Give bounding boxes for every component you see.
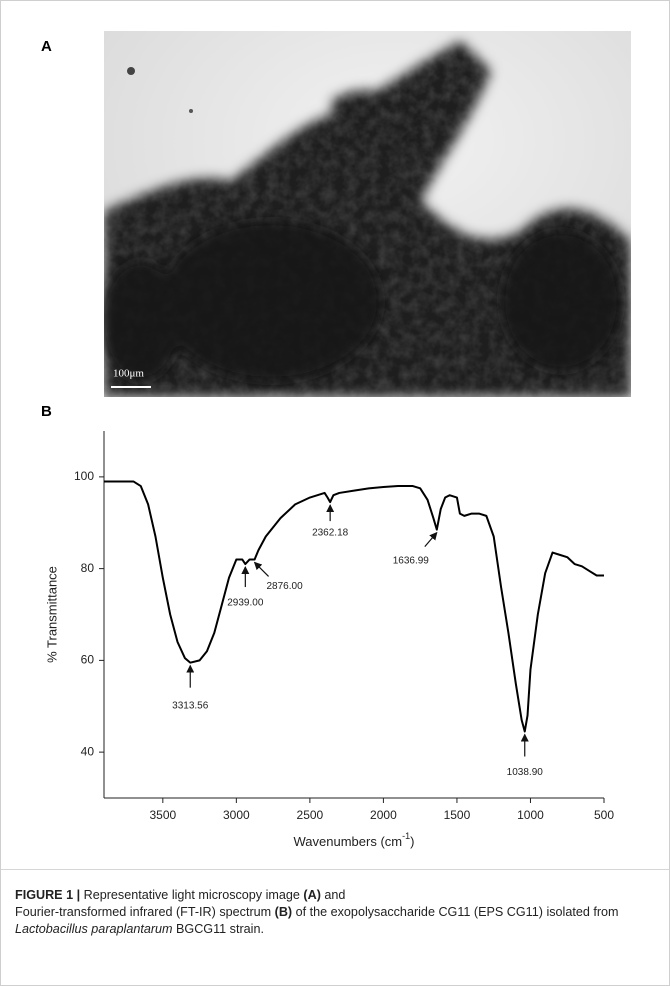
x-tick-label: 3000 bbox=[223, 808, 250, 822]
caption-ref: (B) bbox=[274, 905, 293, 919]
annotation-label: 1038.90 bbox=[507, 767, 544, 778]
x-tick-label: 2000 bbox=[370, 808, 397, 822]
caption-text: and bbox=[320, 888, 346, 902]
annotation-arrow bbox=[424, 531, 438, 548]
scale-bar-label: 100μm bbox=[113, 368, 144, 380]
panel-label: B bbox=[41, 403, 52, 420]
x-tick-label: 1500 bbox=[444, 808, 471, 822]
x-axis-label: Wavenumbers (cm-1) bbox=[294, 831, 415, 849]
figure-panels: A 100μm B 40 60 80 100 3500 3000 2500 2000 1500 1… bbox=[41, 31, 631, 849]
annotation-label: 3313.56 bbox=[172, 700, 209, 711]
caption-species: Lactobacillus paraplantarum bbox=[15, 922, 173, 936]
annotation-label: 2362.18 bbox=[312, 528, 349, 539]
x-tick-label: 2500 bbox=[297, 808, 324, 822]
y-axis-label: % Transmittance bbox=[44, 566, 59, 663]
spectrum-line bbox=[104, 480, 604, 733]
caption: FIGURE 1 | Representative light microsco… bbox=[15, 887, 655, 938]
caption-text: BGCG11 strain. bbox=[172, 922, 264, 936]
divider bbox=[1, 869, 669, 870]
micrograph: 100μm bbox=[104, 31, 631, 397]
x-axis-label-text: Wavenumbers (cm bbox=[294, 834, 403, 849]
x-tick-label: 500 bbox=[594, 808, 614, 822]
annotation-label: 2939.00 bbox=[227, 598, 264, 609]
annotation-label: 2876.00 bbox=[267, 581, 304, 592]
x-tick-label: 1000 bbox=[517, 808, 544, 822]
annotation-arrow bbox=[253, 561, 270, 577]
x-axis-label-sup: -1 bbox=[402, 831, 410, 841]
caption-text: of the exopolysaccharide CG11 (EPS CG11)… bbox=[292, 905, 619, 919]
panel-label: A bbox=[41, 38, 52, 55]
y-tick-label: 100 bbox=[74, 469, 94, 483]
y-tick-label: 80 bbox=[81, 561, 95, 575]
annotation-label: 1636.99 bbox=[393, 555, 430, 566]
x-tick-label: 3500 bbox=[149, 808, 176, 822]
caption-ref: (A) bbox=[303, 888, 321, 902]
y-tick-label: 40 bbox=[81, 744, 95, 758]
y-tick-label: 60 bbox=[81, 653, 95, 667]
chart: 40 60 80 100 3500 3000 2500 2000 1500 1000 500 % Tr… bbox=[44, 431, 614, 849]
caption-text: Representative light microscopy image bbox=[80, 888, 304, 902]
x-axis-label-end: ) bbox=[410, 834, 414, 849]
caption-figure: FIGURE 1 | bbox=[15, 888, 81, 902]
caption-text: Fourier-transformed infrared (FT-IR) spe… bbox=[15, 905, 275, 919]
